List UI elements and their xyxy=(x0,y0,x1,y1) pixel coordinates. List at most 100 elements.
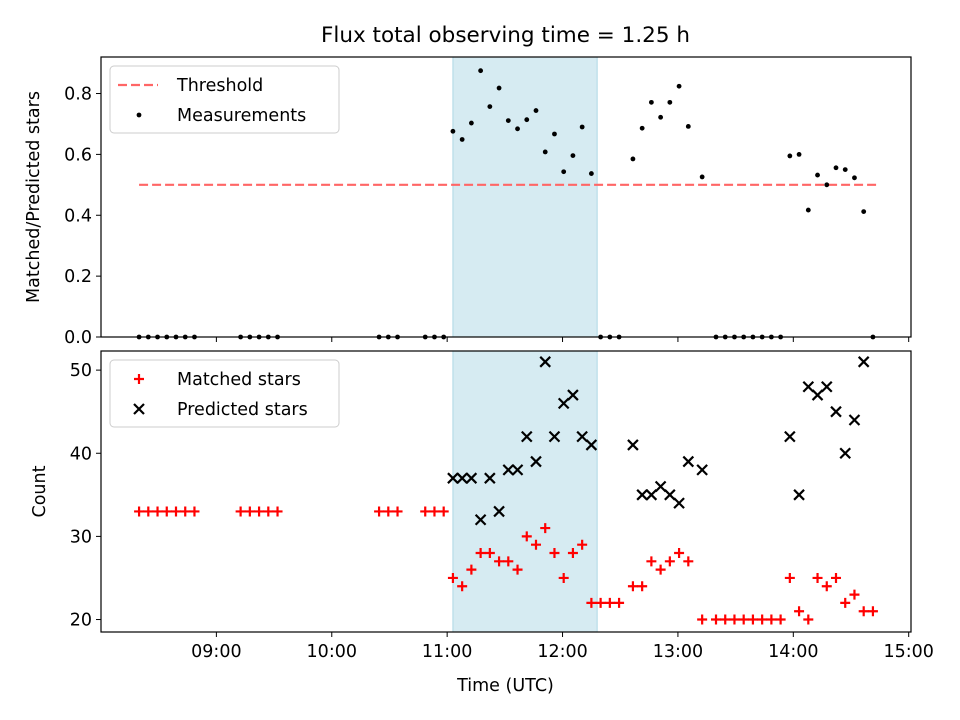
measurement-point xyxy=(833,165,839,171)
matched-star-marker xyxy=(803,614,814,625)
predicted-star-marker xyxy=(530,455,542,468)
y-tick-label: 0.6 xyxy=(64,145,92,165)
matched-star-marker xyxy=(646,556,657,567)
x-tick-label: 09:00 xyxy=(191,642,241,662)
measurement-point xyxy=(487,104,493,110)
legend-swatch-marker xyxy=(134,374,144,384)
predicted-star-marker xyxy=(548,430,561,443)
measurement-point xyxy=(478,68,484,74)
legend-label: Matched stars xyxy=(177,370,301,390)
chart-title: Flux total observing time = 1.25 h xyxy=(321,23,690,48)
matched-star-marker xyxy=(531,539,541,550)
y-tick-label: 0.8 xyxy=(64,85,92,105)
matched-star-marker xyxy=(738,614,749,625)
predicted-star-marker xyxy=(673,497,685,509)
measurement-point xyxy=(805,207,811,213)
matched-star-marker xyxy=(614,597,625,608)
predicted-star-marker xyxy=(484,472,496,484)
predicted-star-marker xyxy=(682,455,695,468)
observing-window-span xyxy=(452,56,598,338)
predicted-star-marker xyxy=(576,430,588,443)
y-axis-label: Count xyxy=(30,465,50,517)
y-axis-label: Matched/Predicted stars xyxy=(24,91,44,303)
predicted-star-marker xyxy=(654,480,667,493)
matched-star-marker xyxy=(374,506,385,517)
measurement-point xyxy=(630,156,636,162)
legend-box xyxy=(109,65,340,134)
matched-star-marker xyxy=(457,581,468,592)
matched-star-marker xyxy=(655,564,666,575)
y-tick-label: 0.2 xyxy=(64,267,92,287)
matched-star-marker xyxy=(849,589,860,600)
predicted-star-marker xyxy=(539,356,552,368)
matched-star-marker xyxy=(521,531,532,542)
measurement-point xyxy=(658,114,664,120)
matched-star-marker xyxy=(438,506,449,517)
predicted-star-marker xyxy=(520,430,533,443)
predicted-star-marker xyxy=(839,447,852,460)
measurement-point xyxy=(524,117,530,123)
matched-star-marker xyxy=(549,548,560,559)
predicted-star-marker xyxy=(456,472,468,484)
matched-star-marker xyxy=(420,506,431,517)
panel-1: 0.0 0.2 0.4 0.6 0.8 Matched/Predicted stars Th… xyxy=(24,56,912,348)
measurement-point xyxy=(505,118,511,124)
legend-swatch-marker xyxy=(133,403,145,415)
measurement-point xyxy=(648,99,654,105)
matched-star-marker xyxy=(540,523,551,534)
matched-star-marker xyxy=(143,506,154,517)
matched-star-marker xyxy=(567,548,578,559)
legend-label: Predicted stars xyxy=(177,400,308,420)
measurement-point xyxy=(552,131,557,137)
matched-star-marker xyxy=(429,506,440,517)
predicted-star-marker xyxy=(696,464,708,476)
measurement-point xyxy=(561,169,567,175)
matched-star-marker xyxy=(711,614,721,625)
matched-star-marker xyxy=(586,597,597,608)
matched-star-marker xyxy=(729,614,740,625)
predicted-star-marker xyxy=(857,356,870,368)
matched-star-marker xyxy=(627,581,638,592)
measurement-point xyxy=(842,167,848,173)
matched-star-marker xyxy=(235,506,246,517)
y-tick-label: 50 xyxy=(70,361,92,381)
axes-frame xyxy=(100,56,912,338)
axes-frame xyxy=(100,350,912,633)
matched-star-marker xyxy=(720,614,731,625)
legend-box xyxy=(109,359,340,428)
y-tick-label: 0.4 xyxy=(64,206,92,226)
matched-star-marker xyxy=(263,506,274,517)
matched-star-marker xyxy=(171,506,181,517)
matched-star-marker xyxy=(189,506,200,517)
matched-star-marker xyxy=(475,548,486,559)
predicted-star-marker xyxy=(848,414,861,426)
matched-star-marker xyxy=(812,572,823,583)
matched-star-marker xyxy=(757,614,768,625)
matched-star-marker xyxy=(840,597,851,608)
predicted-star-marker xyxy=(627,439,639,451)
panel-2: 20 30 40 50 09:00 10:00 11:00 12:00 13:00 14:00 15… xyxy=(30,350,934,662)
matched-star-marker xyxy=(383,506,394,517)
predicted-star-marker xyxy=(585,439,598,451)
measurement-point xyxy=(796,151,802,157)
matched-star-marker xyxy=(484,548,495,559)
measurement-point xyxy=(579,124,585,130)
matched-star-marker xyxy=(577,539,588,550)
predicted-star-marker xyxy=(784,430,796,443)
legend-label: Measurements xyxy=(177,106,306,126)
matched-star-marker xyxy=(152,506,163,517)
matched-star-marker xyxy=(254,506,265,517)
measurement-point xyxy=(542,149,548,155)
matched-star-marker xyxy=(244,506,255,517)
x-tick-label: 15:00 xyxy=(883,642,933,662)
predicted-star-marker xyxy=(820,380,833,393)
matched-star-marker xyxy=(775,614,786,625)
matched-star-marker xyxy=(794,606,805,617)
predicted-star-marker xyxy=(802,380,815,393)
predicted-star-marker xyxy=(664,489,676,501)
measurement-point xyxy=(496,85,502,91)
matched-star-marker xyxy=(683,556,694,567)
predicted-star-marker xyxy=(493,505,505,518)
matched-star-marker xyxy=(558,572,569,583)
